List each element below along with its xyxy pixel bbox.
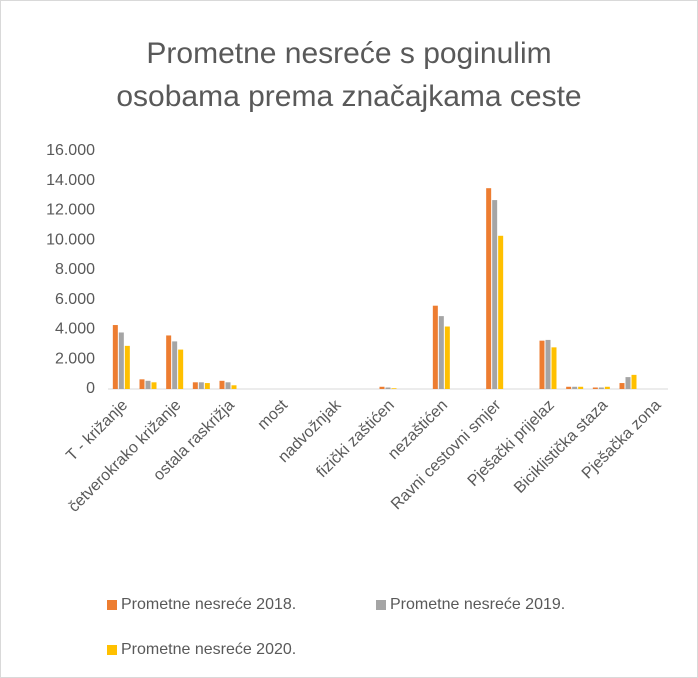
bar — [598, 387, 604, 389]
chart-title: Prometne nesreće s poginulim osobama pre… — [116, 37, 582, 113]
bar — [625, 377, 631, 389]
legend-swatch — [107, 600, 117, 610]
y-tick-label: 12.000 — [46, 202, 95, 219]
bar — [492, 200, 498, 389]
bar — [231, 385, 237, 389]
y-tick-label: 14.000 — [46, 172, 95, 189]
bar — [225, 382, 231, 389]
bar — [592, 387, 598, 389]
bar — [578, 386, 584, 389]
bar — [379, 386, 385, 389]
y-tick-label: 8.000 — [55, 261, 95, 278]
bar — [551, 347, 557, 389]
bar — [391, 388, 397, 389]
y-tick-label: 2.000 — [55, 350, 95, 367]
y-tick-label: 16.000 — [46, 142, 95, 159]
bar — [124, 345, 130, 389]
y-tick-label: 10.000 — [46, 231, 95, 248]
bar — [619, 383, 625, 389]
bar — [572, 386, 578, 389]
bar — [192, 382, 198, 389]
x-tick-label: Biciklistička staza — [511, 397, 611, 497]
legend-swatch — [107, 645, 117, 655]
bar — [219, 380, 225, 389]
bar — [166, 335, 172, 389]
legend-label: Prometne nesreće 2018. — [121, 596, 296, 613]
y-tick-label: 6.000 — [55, 291, 95, 308]
bar — [151, 382, 157, 389]
bar — [486, 188, 492, 389]
bar — [204, 383, 210, 389]
legend-label: Prometne nesreće 2020. — [121, 641, 296, 658]
bar — [178, 349, 184, 389]
bar — [438, 316, 444, 389]
legend-swatch — [376, 600, 386, 610]
bar — [385, 387, 391, 389]
y-tick-label: 0 — [86, 380, 95, 397]
bar — [545, 339, 551, 389]
y-tick-label: 4.000 — [55, 321, 95, 338]
x-tick-label: most — [255, 396, 292, 433]
bar — [112, 325, 118, 389]
bar — [604, 386, 610, 389]
bar — [432, 305, 438, 389]
bar — [498, 235, 504, 389]
bar — [539, 340, 545, 389]
bar — [118, 332, 124, 389]
bar — [198, 382, 204, 389]
bar — [566, 386, 572, 389]
bar — [631, 374, 637, 389]
bar — [139, 379, 145, 389]
bar — [145, 380, 151, 389]
legend-label: Prometne nesreće 2019. — [390, 596, 565, 613]
bar — [172, 341, 178, 389]
bar — [444, 326, 450, 389]
